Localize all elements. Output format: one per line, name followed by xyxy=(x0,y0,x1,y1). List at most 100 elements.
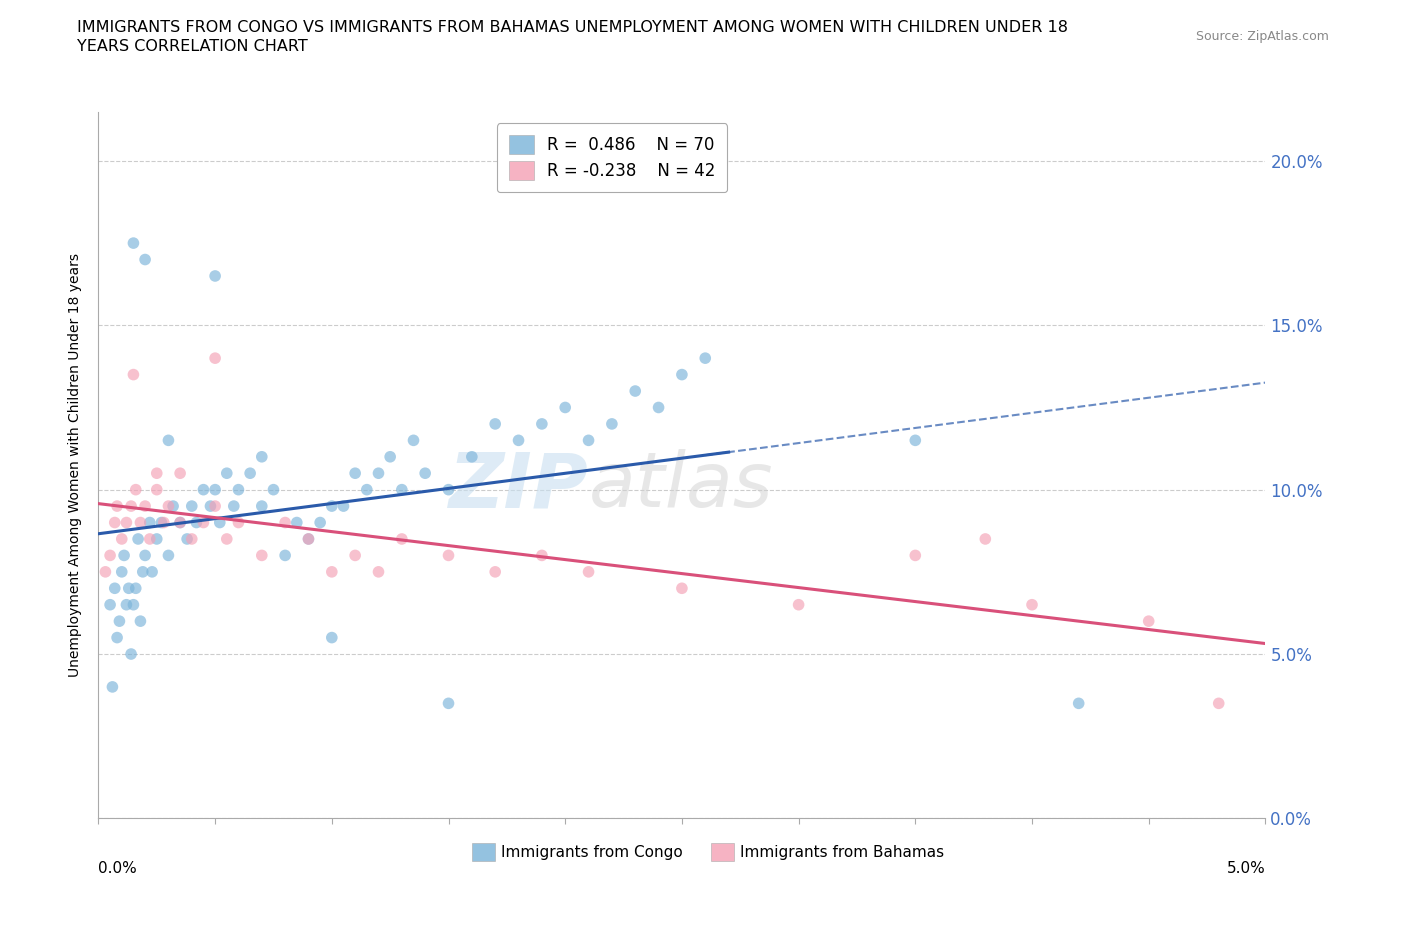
Point xyxy=(139,532,162,547)
Point xyxy=(122,235,145,250)
Point xyxy=(98,548,121,563)
Point xyxy=(974,532,997,547)
Point xyxy=(321,631,343,645)
Point xyxy=(122,597,145,612)
Point xyxy=(141,565,163,579)
Point xyxy=(204,483,226,498)
Point xyxy=(695,351,717,365)
Text: Immigrants from Bahamas: Immigrants from Bahamas xyxy=(741,844,945,860)
Point xyxy=(222,498,245,513)
Point xyxy=(127,532,149,547)
Point xyxy=(437,696,460,711)
Point xyxy=(122,367,145,382)
Point xyxy=(105,631,128,645)
Point xyxy=(169,515,191,530)
Point xyxy=(129,614,152,629)
Text: Immigrants from Congo: Immigrants from Congo xyxy=(501,844,683,860)
Point xyxy=(146,483,169,498)
Point xyxy=(111,532,134,547)
Point xyxy=(1021,597,1043,612)
Point xyxy=(356,483,378,498)
Point xyxy=(600,417,623,432)
Point xyxy=(115,515,138,530)
Point xyxy=(624,383,647,398)
Point xyxy=(157,548,180,563)
Point xyxy=(530,548,553,563)
Point xyxy=(285,515,308,530)
Point xyxy=(228,483,250,498)
Point xyxy=(391,532,413,547)
Point xyxy=(228,515,250,530)
Y-axis label: Unemployment Among Women with Children Under 18 years: Unemployment Among Women with Children U… xyxy=(69,253,83,677)
Point xyxy=(437,548,460,563)
Text: Source: ZipAtlas.com: Source: ZipAtlas.com xyxy=(1195,30,1329,43)
Point xyxy=(344,466,367,481)
Legend: R =  0.486    N = 70, R = -0.238    N = 42: R = 0.486 N = 70, R = -0.238 N = 42 xyxy=(496,124,727,192)
Point xyxy=(105,498,128,513)
Point xyxy=(671,581,693,596)
Text: 0.0%: 0.0% xyxy=(98,861,138,876)
Point xyxy=(297,532,319,547)
Point xyxy=(437,483,460,498)
Point xyxy=(115,597,138,612)
Point xyxy=(215,466,238,481)
Point xyxy=(367,565,389,579)
Point xyxy=(250,548,273,563)
Point xyxy=(239,466,262,481)
Point xyxy=(169,466,191,481)
Text: 5.0%: 5.0% xyxy=(1226,861,1265,876)
Point xyxy=(321,565,343,579)
Point xyxy=(204,269,226,284)
Point xyxy=(204,351,226,365)
Point xyxy=(274,548,297,563)
Point xyxy=(157,432,180,447)
Point xyxy=(250,449,273,464)
Point xyxy=(134,498,156,513)
Point xyxy=(274,515,297,530)
Point xyxy=(108,614,131,629)
Point xyxy=(787,597,810,612)
Point xyxy=(120,498,142,513)
Point xyxy=(332,498,354,513)
Point xyxy=(402,432,425,447)
Point xyxy=(125,581,148,596)
Point xyxy=(111,565,134,579)
Point xyxy=(297,532,319,547)
Point xyxy=(146,532,169,547)
Point xyxy=(904,432,927,447)
Point xyxy=(1137,614,1160,629)
Point xyxy=(578,432,600,447)
Point xyxy=(208,515,231,530)
Point xyxy=(134,548,156,563)
Text: IMMIGRANTS FROM CONGO VS IMMIGRANTS FROM BAHAMAS UNEMPLOYMENT AMONG WOMEN WITH C: IMMIGRANTS FROM CONGO VS IMMIGRANTS FROM… xyxy=(77,20,1069,35)
Point xyxy=(150,515,173,530)
Point xyxy=(554,400,576,415)
Point xyxy=(671,367,693,382)
Point xyxy=(413,466,436,481)
Point xyxy=(484,417,506,432)
Point xyxy=(176,532,198,547)
Point xyxy=(367,466,389,481)
Text: ZIP: ZIP xyxy=(449,449,589,524)
Point xyxy=(193,483,215,498)
Point xyxy=(101,680,124,695)
Point xyxy=(129,515,152,530)
Point xyxy=(321,498,343,513)
Point xyxy=(380,449,402,464)
Point xyxy=(508,432,530,447)
Bar xyxy=(472,844,495,861)
Point xyxy=(1208,696,1230,711)
Point xyxy=(391,483,413,498)
Point xyxy=(250,498,273,513)
Point xyxy=(309,515,332,530)
Point xyxy=(118,581,141,596)
Point xyxy=(132,565,155,579)
Point xyxy=(139,515,162,530)
Point xyxy=(530,417,553,432)
Point xyxy=(157,498,180,513)
Point xyxy=(263,483,285,498)
Text: YEARS CORRELATION CHART: YEARS CORRELATION CHART xyxy=(77,39,308,54)
Point xyxy=(120,646,142,661)
Point xyxy=(461,449,484,464)
Point xyxy=(94,565,117,579)
